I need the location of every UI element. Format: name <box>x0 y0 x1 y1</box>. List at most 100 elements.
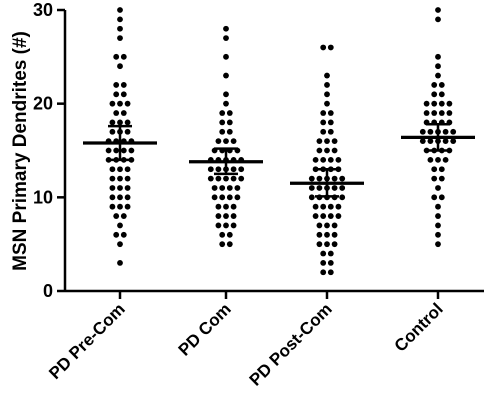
data-point <box>223 100 229 107</box>
data-point <box>211 194 218 201</box>
data-point <box>431 91 438 98</box>
data-point <box>124 194 131 201</box>
data-point <box>316 185 323 191</box>
data-point <box>316 138 323 145</box>
data-point <box>320 110 327 116</box>
x-tick-label: PD Pre-Com <box>45 299 129 383</box>
data-point <box>117 35 123 41</box>
data-point <box>223 91 229 98</box>
data-point <box>223 203 229 210</box>
data-point <box>427 156 434 163</box>
data-point <box>117 222 123 229</box>
data-point <box>223 138 229 145</box>
data-point <box>223 72 229 79</box>
data-point <box>335 203 342 210</box>
data-point <box>327 128 334 135</box>
data-point <box>117 194 123 201</box>
data-point <box>324 147 330 154</box>
data-point <box>207 175 214 182</box>
data-point <box>219 194 226 201</box>
data-point <box>316 175 323 182</box>
data-point <box>331 138 338 145</box>
data-point <box>435 203 441 210</box>
data-point <box>124 100 131 107</box>
data-point <box>128 147 135 154</box>
data-point <box>324 82 330 88</box>
mean-error-bars <box>83 123 475 198</box>
data-point <box>331 222 338 229</box>
data-point <box>117 185 123 191</box>
data-point <box>215 213 222 219</box>
data-point <box>324 100 330 107</box>
data-points <box>105 7 457 276</box>
data-point <box>327 250 334 257</box>
data-point <box>327 269 334 276</box>
data-point <box>316 241 323 248</box>
data-point <box>109 119 116 126</box>
data-point <box>324 241 330 248</box>
data-point <box>431 82 438 88</box>
data-point <box>124 128 131 135</box>
data-point <box>427 138 434 145</box>
data-point <box>207 166 214 173</box>
data-point <box>435 222 441 229</box>
data-point <box>215 138 222 145</box>
data-point <box>120 147 127 154</box>
data-point <box>117 63 123 70</box>
data-point <box>109 128 116 135</box>
data-point <box>117 25 123 32</box>
data-point <box>223 222 229 229</box>
data-point <box>331 241 338 248</box>
data-point <box>308 185 315 191</box>
data-point <box>316 222 323 229</box>
data-point <box>423 100 430 107</box>
data-point <box>324 72 330 79</box>
data-point <box>124 166 131 173</box>
data-point <box>234 194 241 201</box>
data-point <box>419 128 426 135</box>
data-point <box>109 203 116 210</box>
data-point <box>431 100 438 107</box>
data-point <box>438 91 445 98</box>
data-point <box>124 175 131 182</box>
y-axis-title: MSN Primary Dendrites (#) <box>10 31 31 271</box>
data-point <box>117 119 123 126</box>
data-point <box>234 185 241 191</box>
data-point <box>117 16 123 23</box>
data-point <box>223 213 229 219</box>
x-tick-label: PD Post-Com <box>246 299 336 389</box>
data-point <box>226 119 233 126</box>
data-point <box>435 156 441 163</box>
data-point <box>419 138 426 145</box>
data-point <box>105 147 112 154</box>
data-point <box>230 166 237 173</box>
data-point <box>435 16 441 23</box>
data-point <box>435 53 441 60</box>
data-point <box>446 110 453 116</box>
data-point <box>446 100 453 107</box>
data-point <box>324 91 330 98</box>
data-point <box>438 194 445 201</box>
data-point <box>219 119 226 126</box>
data-point <box>223 35 229 41</box>
y-tick-label: 30 <box>33 0 53 20</box>
data-point <box>120 110 127 116</box>
data-point <box>435 63 441 70</box>
data-point <box>327 44 334 51</box>
data-point <box>335 156 342 163</box>
data-point <box>226 241 233 248</box>
data-point <box>238 175 245 182</box>
data-point <box>431 166 438 173</box>
data-point <box>211 185 218 191</box>
data-point <box>230 222 237 229</box>
data-point <box>117 203 123 210</box>
data-point <box>327 156 334 163</box>
data-point <box>215 166 222 173</box>
data-point <box>331 185 338 191</box>
data-point <box>327 260 334 266</box>
data-point <box>427 128 434 135</box>
data-point <box>320 156 327 163</box>
data-point <box>230 175 237 182</box>
data-point <box>230 138 237 145</box>
